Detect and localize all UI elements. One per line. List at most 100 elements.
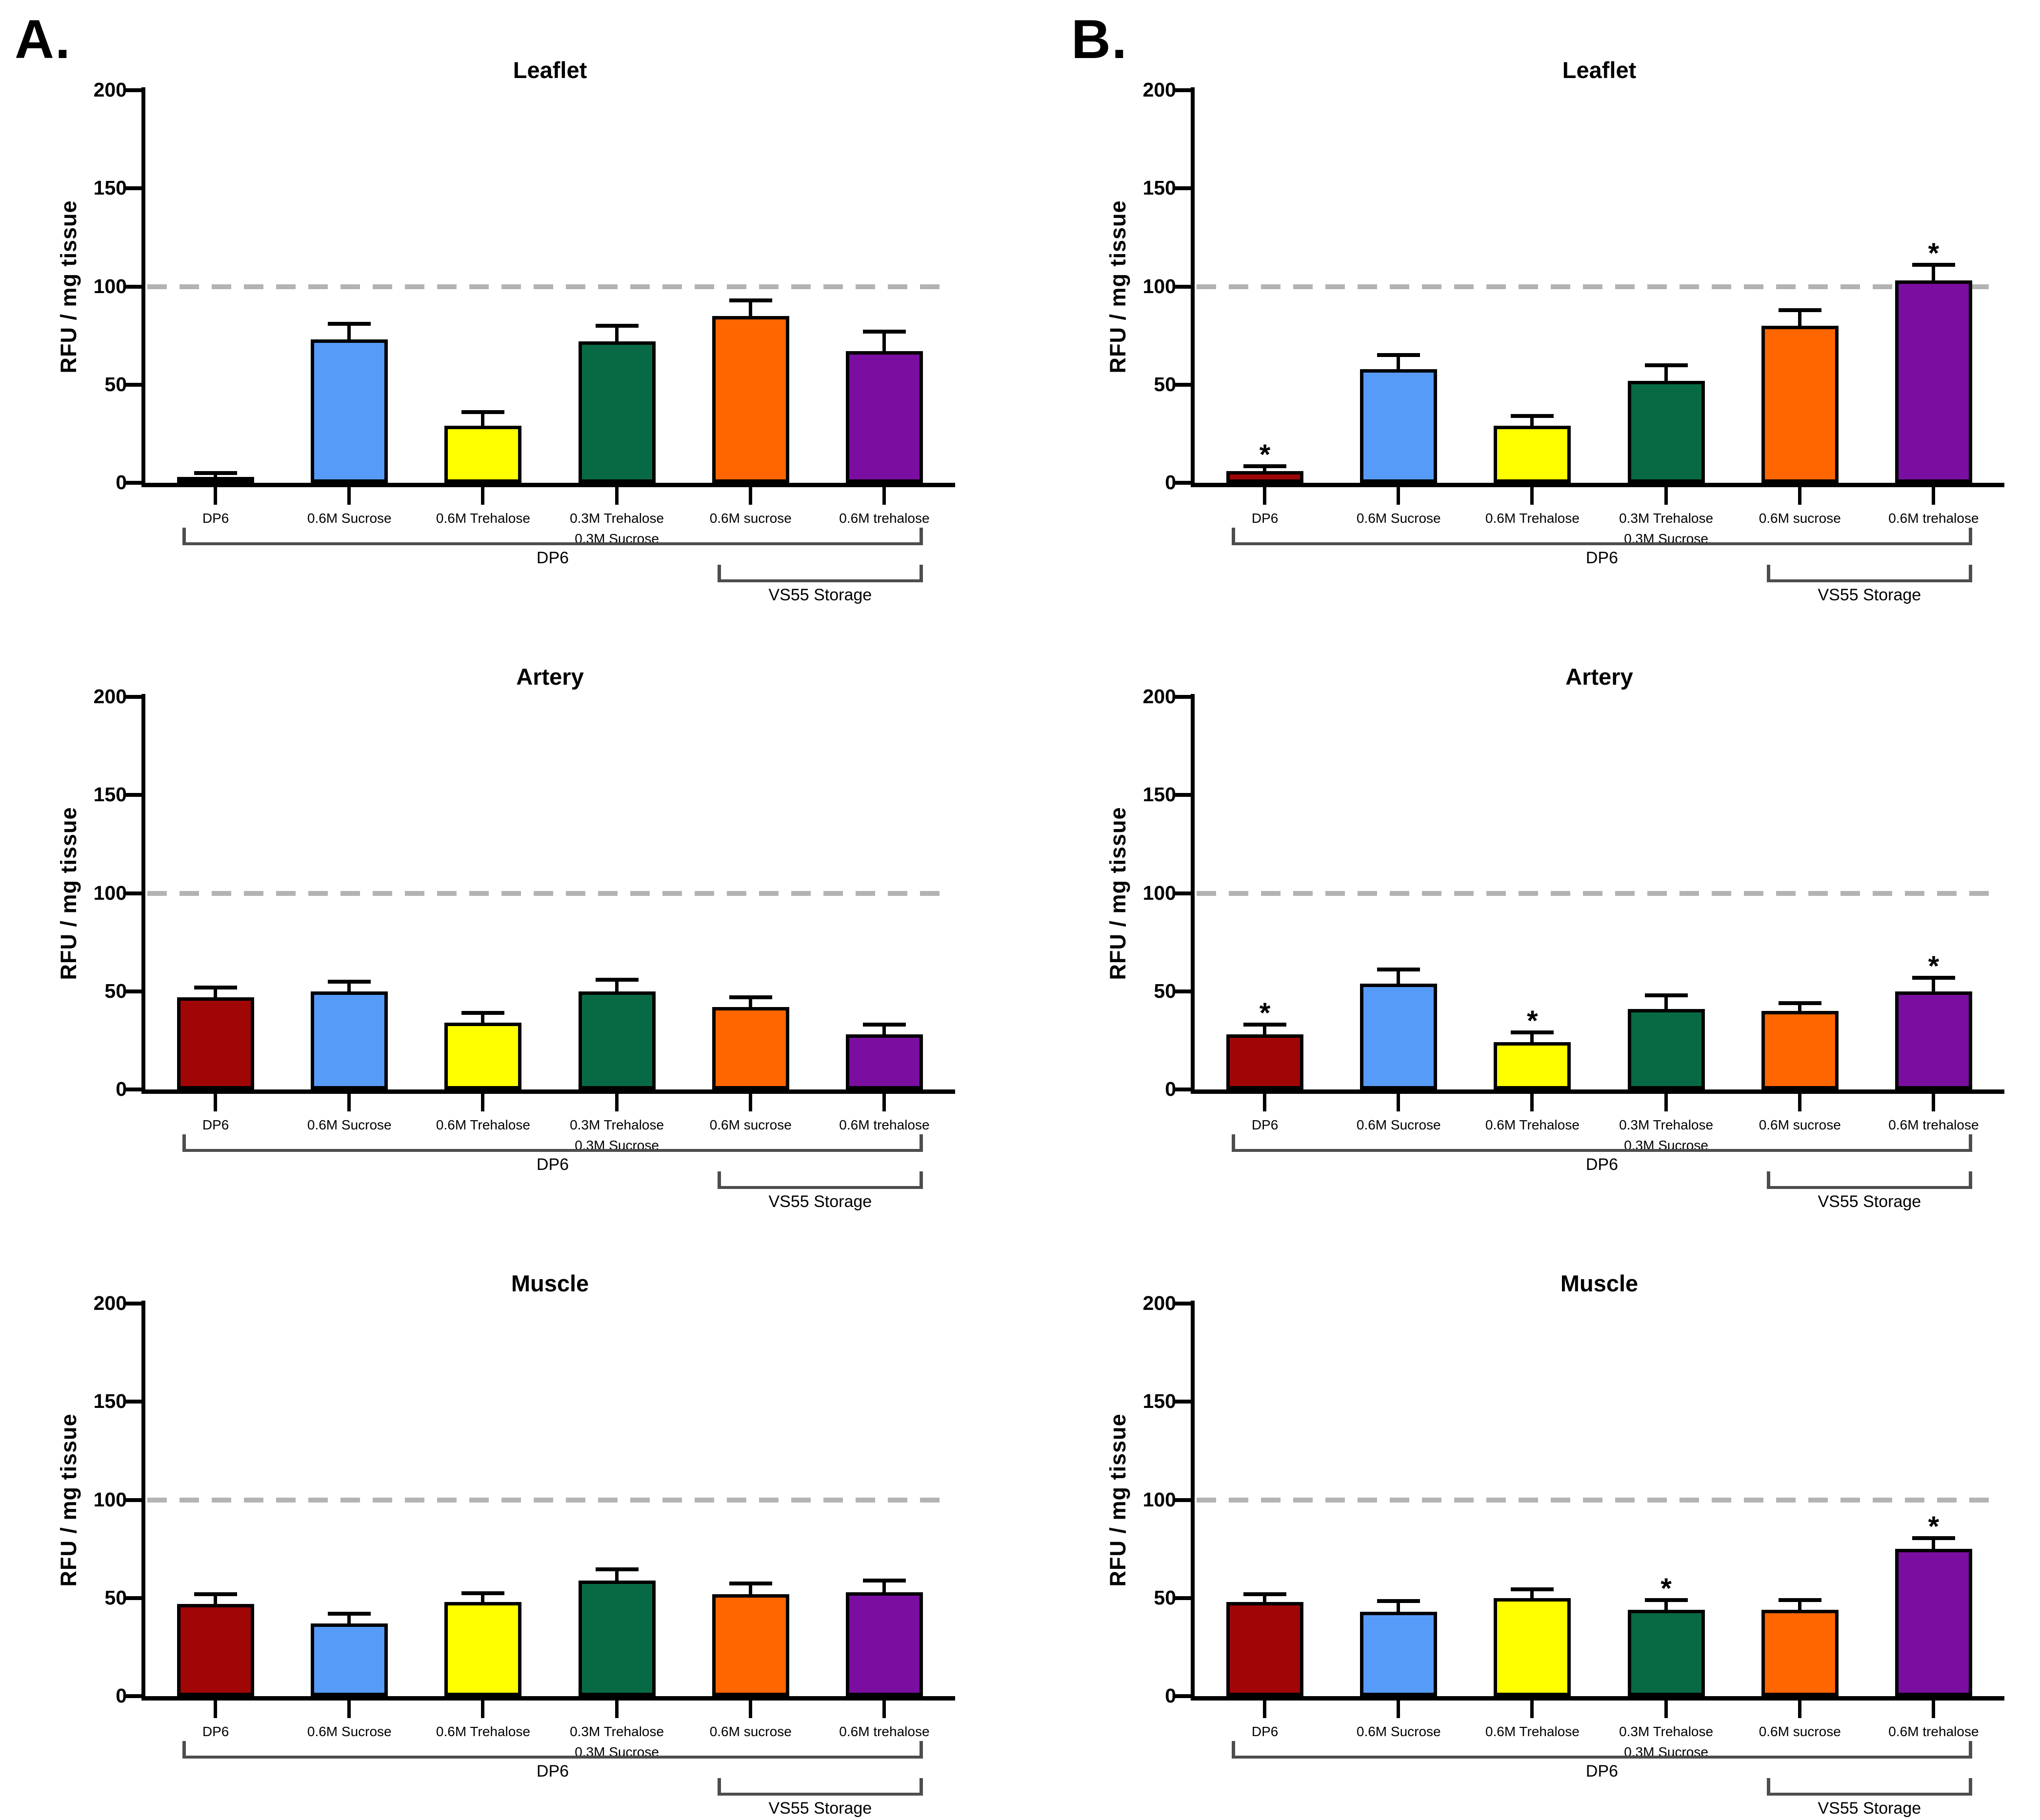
x-tick — [214, 1094, 218, 1111]
error-bar-stem — [347, 981, 351, 995]
reference-line — [1197, 1497, 2000, 1503]
bracket-tick — [1232, 1741, 1236, 1759]
y-tick-label: 200 — [93, 1292, 127, 1314]
y-tick-label: 50 — [1154, 979, 1176, 1002]
error-bar-cap — [862, 1578, 906, 1583]
y-tick — [126, 481, 141, 485]
error-bar-stem — [1798, 1600, 1801, 1614]
error-bar-stem — [748, 300, 752, 320]
error-bar-stem — [615, 326, 619, 346]
error-bar-cap — [862, 330, 906, 334]
x-tick — [615, 487, 619, 505]
bracket-tick — [1968, 528, 1972, 545]
error-bar-stem — [748, 1583, 752, 1598]
y-tick — [1175, 891, 1191, 895]
error-bar-cap — [1243, 464, 1287, 468]
bar-0-3m-trehalose-0-3m-sucrose — [578, 341, 656, 483]
x-tick-label: 0.6M Sucrose — [1356, 511, 1441, 526]
y-tick-label: 150 — [1142, 783, 1176, 806]
x-tick — [1798, 487, 1801, 505]
chart-title: Artery — [1565, 664, 1633, 690]
bar-0-6m-trehalose — [444, 1023, 522, 1089]
x-tick-label: 0.6M Trehalose — [1485, 1117, 1580, 1132]
y-tick — [126, 1088, 141, 1091]
significance-asterisk: * — [1928, 1510, 1940, 1543]
x-axis-line — [1191, 1089, 2004, 1094]
bar-0-6m-trehalose — [444, 1602, 522, 1696]
y-tick-label: 100 — [1142, 881, 1176, 904]
error-bar-stem — [615, 1569, 619, 1584]
bracket-label: DP6 — [1585, 549, 1619, 567]
x-tick-label: 0.6M Trehalose — [436, 1724, 530, 1739]
bar-0-6m-sucrose — [1761, 1011, 1839, 1089]
y-axis-line — [141, 1301, 145, 1701]
y-tick — [126, 88, 141, 92]
y-tick-label: 0 — [1165, 471, 1176, 494]
error-bar-stem — [214, 1594, 218, 1608]
bar-0-6m-sucrose — [1761, 326, 1839, 483]
bar-0-6m-trehalose — [845, 1034, 923, 1089]
error-bar-stem — [1397, 355, 1400, 373]
x-tick — [1931, 1701, 1935, 1718]
x-axis-line — [1191, 1696, 2004, 1701]
error-bar-stem — [347, 323, 351, 344]
bracket-tick — [1232, 1134, 1236, 1152]
bracket-tick — [717, 565, 721, 582]
error-bar-cap — [1243, 1023, 1287, 1027]
y-tick-label: 150 — [93, 177, 127, 199]
y-tick — [126, 695, 141, 699]
error-bar-stem — [1931, 977, 1935, 995]
error-bar-stem — [1530, 1589, 1534, 1602]
significance-asterisk: * — [1928, 237, 1940, 270]
x-tick-label: DP6 — [202, 1117, 229, 1132]
y-tick — [126, 793, 141, 797]
x-tick-label: 0.6M sucrose — [1759, 511, 1841, 526]
bar-0-6m-sucrose — [1360, 983, 1438, 1089]
y-tick-label: 0 — [116, 1078, 127, 1100]
y-tick-label: 0 — [1165, 1078, 1176, 1100]
chart-title: Muscle — [511, 1270, 589, 1296]
bracket-tick — [1968, 1778, 1972, 1796]
significance-asterisk: * — [1527, 1005, 1538, 1037]
bracket-tick — [1766, 1171, 1770, 1189]
error-bar-cap — [729, 1581, 772, 1585]
error-bar-stem — [1664, 1600, 1668, 1614]
y-tick-label: 150 — [1142, 177, 1176, 199]
y-tick-label: 100 — [93, 1488, 127, 1511]
x-tick — [1530, 1094, 1534, 1111]
x-tick — [1664, 1701, 1668, 1718]
x-tick-label: 0.6M trehalose — [1888, 511, 1979, 526]
significance-asterisk: * — [1928, 950, 1940, 982]
x-tick — [1263, 487, 1267, 505]
x-tick — [1263, 1701, 1267, 1718]
bar-0-6m-trehalose — [1895, 1549, 1972, 1696]
error-bar-stem — [1263, 466, 1267, 475]
bracket-line — [717, 1186, 923, 1189]
error-bar-cap — [328, 321, 371, 326]
x-tick — [1397, 1094, 1400, 1111]
x-tick-label: 0.6M Trehalose — [436, 1117, 530, 1132]
bar-0-6m-sucrose — [311, 1623, 388, 1696]
error-bar-stem — [748, 997, 752, 1011]
x-tick — [214, 487, 218, 505]
x-tick — [1397, 487, 1400, 505]
error-bar-cap — [1644, 1598, 1688, 1602]
bar-0-6m-sucrose — [311, 991, 388, 1089]
bracket-label: DP6 — [536, 549, 569, 567]
error-bar-cap — [1644, 993, 1688, 997]
x-tick — [882, 1701, 886, 1718]
error-bar-cap — [461, 410, 505, 415]
bar-dp6 — [1226, 1034, 1304, 1089]
y-tick — [126, 1400, 141, 1404]
y-tick-label: 0 — [116, 471, 127, 494]
x-tick — [1931, 1094, 1935, 1111]
x-tick — [1798, 1094, 1801, 1111]
y-tick — [1175, 88, 1191, 92]
bar-dp6 — [1226, 471, 1304, 483]
x-axis-line — [141, 483, 955, 487]
bracket-tick — [919, 565, 923, 582]
bracket-line — [1766, 1186, 1972, 1189]
x-axis-line — [1191, 483, 2004, 487]
y-tick — [1175, 695, 1191, 699]
